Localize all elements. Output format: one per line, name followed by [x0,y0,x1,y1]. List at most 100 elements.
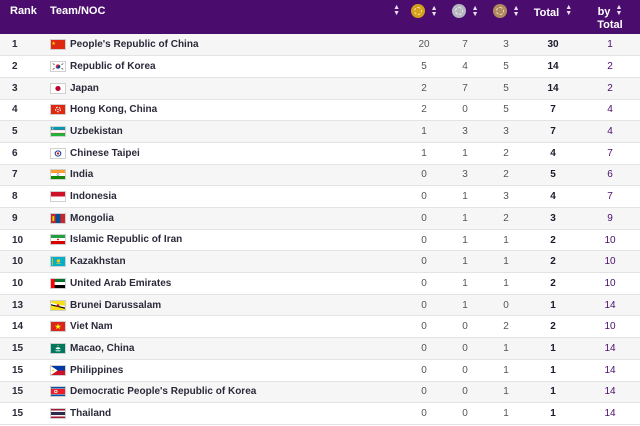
gold-count: 1 [421,147,427,159]
team-cell[interactable]: Republic of Korea [50,56,404,78]
rank-by-total: 7 [607,191,613,203]
team-cell[interactable]: India [50,164,404,186]
bronze-count: 1 [503,408,509,420]
team-name: Japan [70,82,99,94]
total-count: 2 [550,277,556,289]
gold-count: 2 [421,82,427,94]
table-row: 9 Mongolia 0 1 2 3 9 [0,207,640,230]
rank-by-total: 1 [607,39,613,51]
total-count: 30 [547,39,559,51]
chinese-taipei-flag-icon [50,147,66,159]
team-cell[interactable]: Philippines [50,359,404,381]
silver-count: 7 [462,82,468,94]
team-cell[interactable]: Brunei Darussalam [50,294,404,316]
silver-count: 1 [462,256,468,268]
sort-icon: ▲ ▼ [430,5,438,18]
gold-count: 2 [421,104,427,116]
silver-count: 0 [462,321,468,333]
gold-count: 5 [421,61,427,73]
rank-cell: 2 [12,61,18,73]
team-cell[interactable]: Democratic People's Republic of Korea [50,381,404,403]
team-cell[interactable]: Uzbekistan [50,121,404,143]
team-cell[interactable]: Mongolia [50,208,404,230]
gold-header[interactable]: ▲ ▼ [404,0,444,34]
gold-medal-icon [410,4,425,18]
team-name: United Arab Emirates [70,277,172,289]
total-count: 2 [550,256,556,268]
team-cell[interactable]: Kazakhstan [50,251,404,273]
total-count: 7 [550,104,556,116]
bronze-count: 3 [503,191,509,203]
team-cell[interactable]: Viet Nam [50,316,404,338]
bronze-header[interactable]: ▲ ▼ [486,0,526,34]
silver-count: 1 [462,147,468,159]
rank-by-total: 14 [604,408,616,420]
sort-icon: ▲ ▼ [471,5,479,18]
total-count: 2 [550,321,556,333]
brunei-flag-icon [50,299,66,311]
bronze-count: 2 [503,147,509,159]
rank-by-total: 14 [604,364,616,376]
bronze-count: 1 [503,342,509,354]
bronze-count: 5 [503,61,509,73]
table-row: 15 Democratic People's Republic of Korea 0… [0,381,640,403]
rank-by-total: 10 [604,234,616,246]
team-cell[interactable]: Japan [50,77,404,99]
gold-count: 0 [421,364,427,376]
team-name: Hong Kong, China [70,104,158,116]
silver-count: 3 [462,126,468,138]
bronze-count: 1 [503,234,509,246]
rank-by-total: 10 [604,256,616,268]
team-name: Chinese Taipei [70,147,140,159]
uae-flag-icon [50,277,66,289]
rank-cell: 10 [12,277,24,289]
rank-header[interactable]: Rank [10,5,37,17]
total-count: 14 [547,61,559,73]
total-count: 4 [550,147,556,159]
gold-count: 0 [421,277,427,289]
silver-count: 4 [462,61,468,73]
gold-count: 20 [418,39,430,51]
table-header: Rank Team/NOC ▲ ▼ ▲ ▼ ▲ ▼ ▲ ▼ Total ▲ ▼ [0,0,640,34]
kazakhstan-flag-icon [50,256,66,268]
rank-by-total: 10 [604,321,616,333]
team-name: Viet Nam [70,321,113,333]
total-count: 1 [550,299,556,311]
total-label: Total [597,19,623,31]
rank-cell: 15 [12,408,24,420]
rank-by-total: 14 [604,299,616,311]
table-body: 1 People's Republic of China 20 7 3 30 1 2 Repub… [0,34,640,425]
team-cell[interactable]: Chinese Taipei [50,142,404,164]
iran-flag-icon [50,234,66,246]
sort-icon: ▲ ▼ [565,4,573,17]
bronze-count: 1 [503,277,509,289]
silver-header[interactable]: ▲ ▼ [444,0,486,34]
team-cell[interactable]: Macao, China [50,338,404,360]
sort-toggle[interactable]: ▲ ▼ [362,0,404,34]
rank-cell: 9 [12,212,18,224]
mongolia-flag-icon [50,212,66,224]
dpr-korea-flag-icon [50,386,66,398]
table-row: 4 Hong Kong, China 2 0 5 7 4 [0,99,640,121]
silver-count: 0 [462,364,468,376]
team-cell[interactable]: Indonesia [50,186,404,208]
silver-count: 1 [462,212,468,224]
rank-cell: 8 [12,191,18,203]
total-count: 1 [550,386,556,398]
team-cell[interactable]: Hong Kong, China [50,99,404,121]
team-cell[interactable]: People's Republic of China [50,34,404,56]
team-cell[interactable]: Thailand [50,403,404,425]
team-header[interactable]: Team/NOC [50,5,106,17]
rank-by-total-header[interactable]: by ▲ ▼ Total [580,0,640,34]
total-header[interactable]: Total ▲ ▼ [526,0,580,34]
total-count: 5 [550,169,556,181]
team-cell[interactable]: Islamic Republic of Iran [50,229,404,251]
team-name: Thailand [70,408,112,420]
bronze-count: 3 [503,39,509,51]
team-cell[interactable]: United Arab Emirates [50,273,404,295]
silver-count: 0 [462,104,468,116]
team-name: Uzbekistan [70,126,123,138]
gold-count: 0 [421,408,427,420]
silver-count: 0 [462,386,468,398]
